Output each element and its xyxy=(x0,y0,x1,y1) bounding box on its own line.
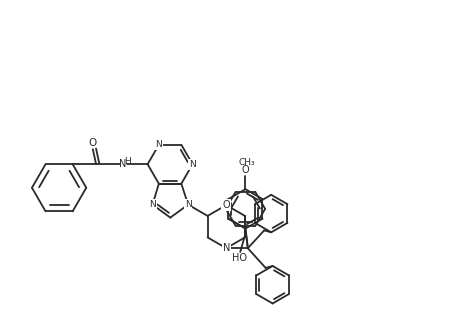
Text: N: N xyxy=(119,159,126,169)
Text: N: N xyxy=(185,200,191,209)
Text: HO: HO xyxy=(232,253,247,262)
Text: N: N xyxy=(149,200,156,209)
Text: N: N xyxy=(156,140,162,149)
Text: O: O xyxy=(242,165,249,175)
Text: O: O xyxy=(89,138,97,148)
Text: N: N xyxy=(223,243,230,253)
Text: H: H xyxy=(124,157,131,166)
Text: CH₃: CH₃ xyxy=(238,157,255,167)
Text: N: N xyxy=(189,160,196,169)
Text: O: O xyxy=(222,200,230,210)
